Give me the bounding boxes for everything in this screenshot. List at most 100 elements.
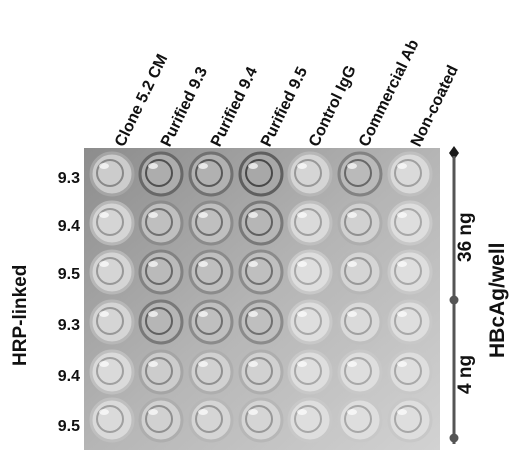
well-inner-ring — [245, 357, 273, 385]
well-highlight — [397, 311, 407, 317]
well-highlight — [148, 261, 158, 267]
well-inner-ring — [344, 257, 372, 285]
well-highlight — [198, 311, 208, 317]
hrp-linked-label: HRP-linked — [10, 264, 31, 366]
lower-dose-label: 4 ng — [455, 354, 476, 394]
well-inner-ring — [394, 159, 422, 187]
well-highlight — [297, 212, 307, 218]
well-highlight — [148, 361, 158, 367]
well-highlight — [248, 311, 258, 317]
column-label-non-coated: Non-coated — [408, 62, 462, 150]
well-highlight — [397, 409, 407, 415]
row-label: 9.5 — [57, 418, 80, 435]
well-inner-ring — [344, 405, 372, 433]
well-highlight — [148, 311, 158, 317]
well-inner-ring — [195, 208, 223, 236]
row-label: 9.3 — [57, 170, 80, 187]
well-highlight — [347, 163, 357, 169]
well-highlight — [347, 212, 357, 218]
well-highlight — [297, 163, 307, 169]
well-highlight — [397, 361, 407, 367]
well-inner-ring — [394, 357, 422, 385]
well-highlight — [248, 261, 258, 267]
bracket-mid-dot — [449, 295, 459, 305]
well-inner-ring — [294, 159, 322, 187]
well-inner-ring — [294, 307, 322, 335]
wells-group — [89, 151, 433, 443]
well-inner-ring — [145, 208, 173, 236]
column-label-purified-9-5: Purified 9.5 — [258, 64, 312, 150]
well-inner-ring — [145, 159, 173, 187]
well-inner-ring — [145, 405, 173, 433]
well-inner-ring — [245, 257, 273, 285]
well-inner-ring — [195, 307, 223, 335]
well-inner-ring — [294, 208, 322, 236]
well-inner-ring — [394, 307, 422, 335]
well-highlight — [248, 163, 258, 169]
well-highlight — [99, 212, 109, 218]
well-highlight — [198, 409, 208, 415]
column-label-purified-9-4: Purified 9.4 — [208, 64, 262, 150]
row-label: 9.4 — [57, 218, 80, 235]
well-highlight — [297, 409, 307, 415]
bracket-end-dot — [449, 433, 459, 443]
well-highlight — [198, 361, 208, 367]
bracket-arrowhead — [449, 146, 459, 160]
well-highlight — [148, 212, 158, 218]
well-highlight — [297, 311, 307, 317]
well-highlight — [99, 361, 109, 367]
well-inner-ring — [96, 257, 124, 285]
column-label-control-igg: Control IgG — [306, 62, 360, 150]
well-inner-ring — [96, 208, 124, 236]
well-inner-ring — [145, 307, 173, 335]
well-highlight — [347, 261, 357, 267]
well-highlight — [397, 261, 407, 267]
well-inner-ring — [294, 257, 322, 285]
row-label: 9.3 — [57, 317, 80, 334]
well-highlight — [347, 409, 357, 415]
well-highlight — [99, 409, 109, 415]
well-inner-ring — [294, 405, 322, 433]
well-inner-ring — [96, 307, 124, 335]
well-inner-ring — [195, 357, 223, 385]
well-highlight — [347, 361, 357, 367]
well-inner-ring — [344, 208, 372, 236]
well-highlight — [198, 163, 208, 169]
well-inner-ring — [145, 357, 173, 385]
well-inner-ring — [245, 307, 273, 335]
well-inner-ring — [344, 307, 372, 335]
well-inner-ring — [195, 405, 223, 433]
well-inner-ring — [195, 159, 223, 187]
row-label: 9.4 — [57, 368, 80, 385]
well-inner-ring — [294, 357, 322, 385]
hbcag-per-well-label: HBcAg/well — [486, 242, 509, 358]
well-plate-photo — [84, 148, 440, 450]
well-inner-ring — [394, 405, 422, 433]
well-inner-ring — [394, 257, 422, 285]
well-inner-ring — [96, 159, 124, 187]
well-highlight — [397, 212, 407, 218]
well-highlight — [297, 261, 307, 267]
upper-dose-label: 36 ng — [455, 212, 476, 262]
well-highlight — [99, 261, 109, 267]
well-highlight — [248, 361, 258, 367]
well-highlight — [248, 212, 258, 218]
well-highlight — [148, 163, 158, 169]
well-inner-ring — [344, 159, 372, 187]
well-highlight — [198, 261, 208, 267]
dose-bracket — [449, 146, 459, 444]
well-highlight — [248, 409, 258, 415]
well-inner-ring — [394, 208, 422, 236]
well-inner-ring — [96, 405, 124, 433]
well-highlight — [347, 311, 357, 317]
well-highlight — [397, 163, 407, 169]
well-inner-ring — [195, 257, 223, 285]
well-highlight — [148, 409, 158, 415]
well-inner-ring — [96, 357, 124, 385]
well-inner-ring — [344, 357, 372, 385]
well-highlight — [99, 311, 109, 317]
well-highlight — [297, 361, 307, 367]
well-highlight — [198, 212, 208, 218]
well-highlight — [99, 163, 109, 169]
well-inner-ring — [245, 405, 273, 433]
